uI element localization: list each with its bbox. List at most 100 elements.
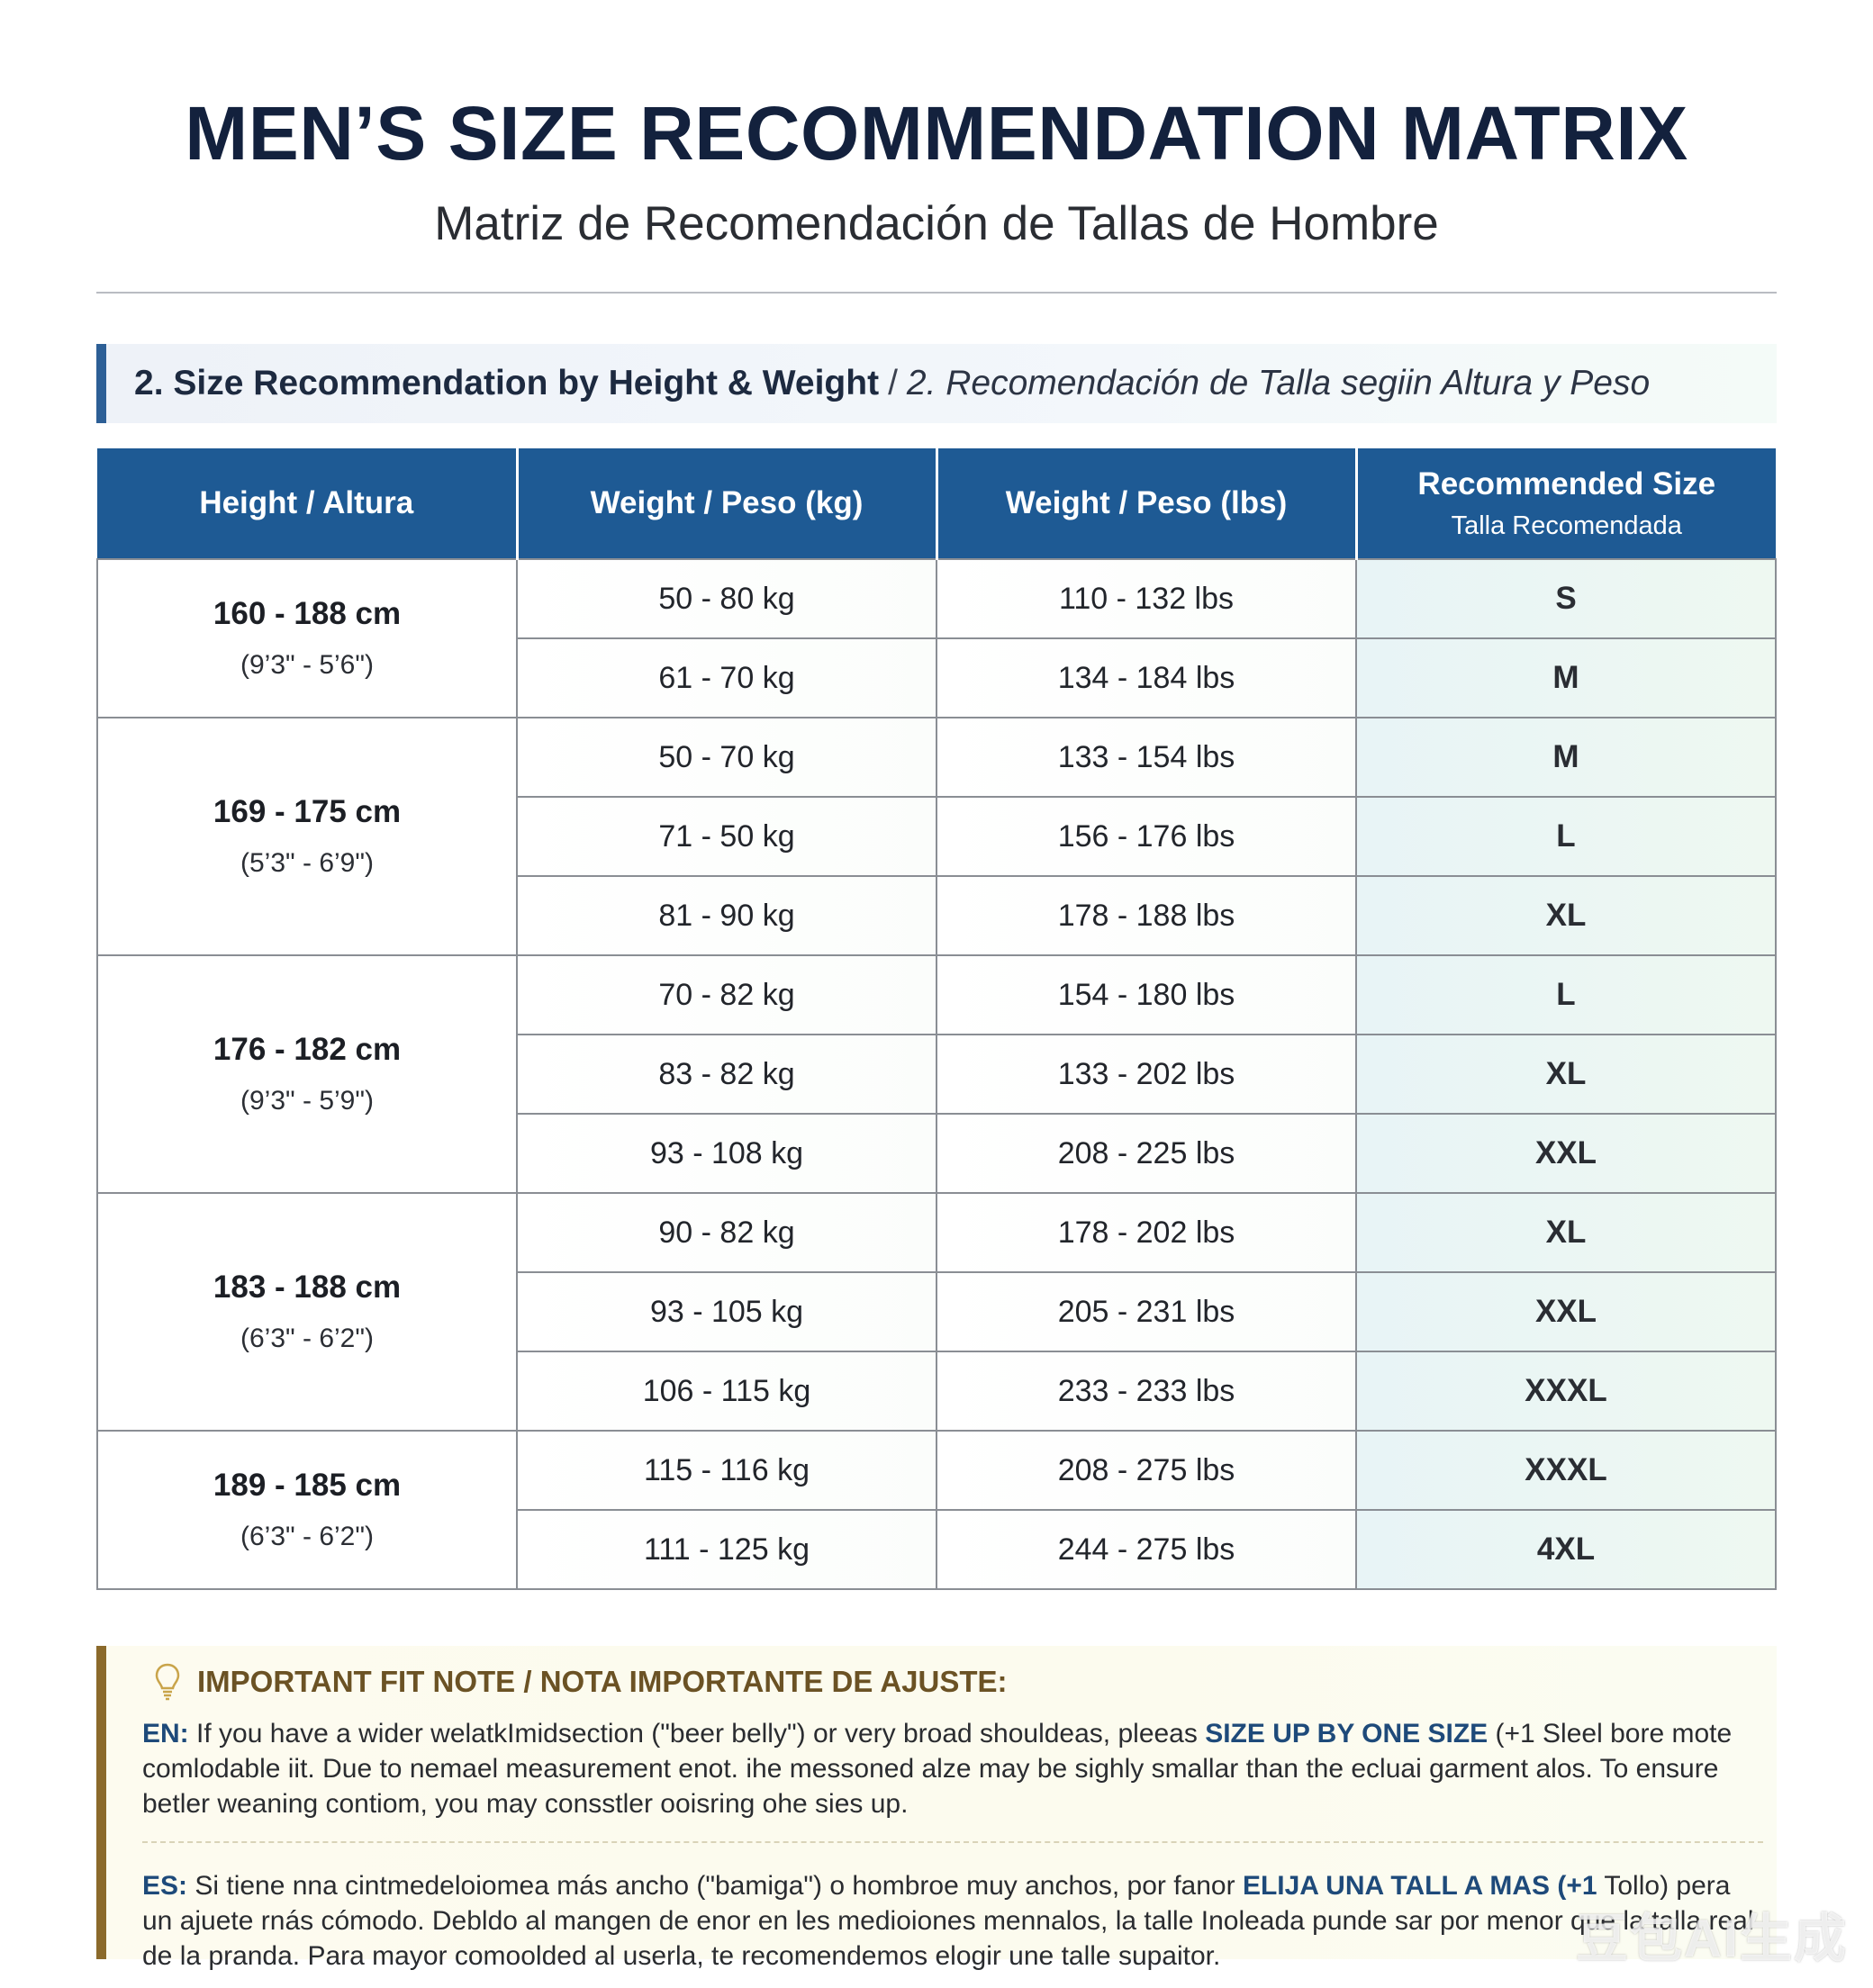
weight-lbs-cell: 178 - 202 lbs [936,1192,1357,1273]
weight-kg-cell: 111 - 125 kg [516,1509,937,1590]
recommended-size-cell: XXL [1355,1271,1777,1352]
table-header-row: Height / Altura Weight / Peso (kg) Weigh… [97,448,1776,559]
header-size-sublabel: Talla Recomendada [1451,511,1682,540]
recommended-size-cell: XL [1355,1034,1777,1115]
recommended-size-cell: 4XL [1355,1509,1777,1590]
height-cell: 176 - 182 cm (9’3" - 5’9") [96,954,518,1194]
section-heading-es: 2. Recomendación de Talla segiin Altura … [906,364,1651,402]
table-row: 169 - 175 cm (5’3" - 6’9") 50 - 70 kg 133 -… [96,717,1777,956]
weight-lbs-cell: 178 - 188 lbs [936,875,1357,956]
header-size-label: Recommended Size [1417,465,1716,502]
table-row: 93 - 108 kg 208 - 225 lbs XXL [97,1113,1777,1194]
title-divider [96,292,1777,294]
weight-lbs-cell: 205 - 231 lbs [936,1271,1357,1352]
recommended-size-cell: M [1355,717,1777,798]
table-row: 71 - 50 kg 156 - 176 lbs L [97,796,1777,877]
weight-kg-cell: 71 - 50 kg [516,796,937,877]
weight-kg-cell: 61 - 70 kg [516,637,937,718]
page-subtitle: Matriz de Recomendación de Tallas de Hom… [434,197,1439,250]
height-ft: (9’3" - 5’9") [240,1086,374,1116]
fit-note-heading-row: IMPORTANT FIT NOTE / NOTA IMPORTANTE DE … [154,1660,1750,1703]
fit-note-es: ES: Si tiene nna cintmedeloiomea más anc… [142,1868,1763,1974]
weight-lbs-cell: 154 - 180 lbs [936,954,1357,1035]
table-row: 106 - 115 kg 233 - 233 lbs XXXL [97,1351,1777,1432]
recommended-size-cell: XXXL [1355,1430,1777,1511]
recommended-size-cell: XXXL [1355,1351,1777,1432]
header-weight-lbs: Weight / Peso (lbs) [936,448,1358,559]
height-cell: 189 - 185 cm (6’3" - 6’2") [96,1430,518,1590]
height-cm: 176 - 182 cm [213,1032,402,1067]
weight-kg-cell: 115 - 116 kg [516,1430,937,1511]
fit-note-en-text-1: If you have a wider welatkImidsection ("… [188,1719,1206,1749]
table-row: 81 - 90 kg 178 - 188 lbs XL [97,875,1777,956]
header-height: Height / Altura [97,448,519,559]
table-row: 160 - 188 cm (9’3" - 5’6") 50 - 80 kg 110 -… [96,558,1777,718]
weight-kg-cell: 50 - 80 kg [516,558,937,639]
fit-note-en-label: EN: [142,1719,189,1749]
fit-note-es-text-1: Si tiene nna cintmedeloiomea más ancho (… [187,1871,1243,1901]
height-ft: (6’3" - 6’2") [240,1522,374,1551]
header-recommended-size: Recommended Size Talla Recomendada [1356,448,1776,559]
page-title: MEN’S SIZE RECOMMENDATION MATRIX [185,91,1688,176]
height-cm: 160 - 188 cm [213,596,402,631]
weight-lbs-cell: 156 - 176 lbs [936,796,1357,877]
weight-lbs-cell: 233 - 233 lbs [936,1351,1357,1432]
weight-lbs-cell: 208 - 275 lbs [936,1430,1357,1511]
table-row: 111 - 125 kg 244 - 275 lbs 4XL [97,1509,1777,1590]
height-cell: 183 - 188 cm (6’3" - 6’2") [96,1192,518,1432]
weight-kg-cell: 81 - 90 kg [516,875,937,956]
height-cell: 169 - 175 cm (5’3" - 6’9") [96,717,518,956]
table-row: 61 - 70 kg 134 - 184 lbs M [97,637,1777,718]
weight-kg-cell: 93 - 108 kg [516,1113,937,1194]
weight-kg-cell: 83 - 82 kg [516,1034,937,1115]
section-heading: 2. Size Recommendation by Height & Weigh… [96,344,1777,423]
table-row: 183 - 188 cm (6’3" - 6’2") 90 - 82 kg 178 -… [96,1192,1777,1432]
height-ft: (9’3" - 5’6") [240,650,374,680]
height-cm: 189 - 185 cm [213,1468,402,1503]
recommended-size-cell: XL [1355,875,1777,956]
weight-lbs-cell: 244 - 275 lbs [936,1509,1357,1590]
fit-note-en: EN: If you have a wider welatkImidsectio… [142,1716,1763,1821]
weight-lbs-cell: 133 - 202 lbs [936,1034,1357,1115]
fit-note: IMPORTANT FIT NOTE / NOTA IMPORTANTE DE … [96,1646,1777,1971]
table-row: 176 - 182 cm (9’3" - 5’9") 70 - 82 kg 154 -… [96,954,1777,1194]
table-row: 189 - 185 cm (6’3" - 6’2") 115 - 116 kg 208… [96,1430,1777,1590]
weight-kg-cell: 106 - 115 kg [516,1351,937,1432]
recommended-size-cell: L [1355,796,1777,877]
fit-note-es-emphasis: ELIJA UNA TALL A MAS (+1 [1242,1871,1597,1901]
recommended-size-cell: XL [1355,1192,1777,1273]
lightbulb-icon [155,1663,180,1701]
weight-lbs-cell: 134 - 184 lbs [936,637,1357,718]
fit-note-en-text-2: (+1 Sleel bore mote comlodable iit. Due … [142,1719,1733,1819]
fit-note-divider [142,1841,1763,1843]
weight-kg-cell: 70 - 82 kg [516,954,937,1035]
height-cell: 160 - 188 cm (9’3" - 5’6") [96,558,518,718]
section-heading-separator: / [888,364,898,402]
weight-lbs-cell: 133 - 154 lbs [936,717,1357,798]
fit-note-en-emphasis: SIZE UP BY ONE SIZE [1205,1719,1488,1749]
recommended-size-cell: S [1355,558,1777,639]
height-cm: 169 - 175 cm [213,794,402,829]
watermark: 豆包AI生成 [1575,1910,1848,1968]
height-ft: (5’3" - 6’9") [240,848,374,878]
recommended-size-cell: M [1355,637,1777,718]
weight-lbs-cell: 208 - 225 lbs [936,1113,1357,1194]
fit-note-es-label: ES: [142,1871,188,1901]
weight-kg-cell: 50 - 70 kg [516,717,937,798]
fit-note-es-text-2: Tollo) pera un ajuete rnás cómodo. Debld… [142,1871,1754,1971]
header-weight-kg: Weight / Peso (kg) [517,448,938,559]
table-row: 93 - 105 kg 205 - 231 lbs XXL [97,1271,1777,1352]
height-cm: 183 - 188 cm [213,1270,402,1305]
recommended-size-cell: L [1355,954,1777,1035]
weight-kg-cell: 93 - 105 kg [516,1271,937,1352]
fit-note-heading: IMPORTANT FIT NOTE / NOTA IMPORTANTE DE … [197,1665,1008,1698]
size-matrix-table: Height / Altura Weight / Peso (kg) Weigh… [96,448,1777,1590]
table-row: 83 - 82 kg 133 - 202 lbs XL [97,1034,1777,1115]
height-ft: (6’3" - 6’2") [240,1324,374,1353]
weight-lbs-cell: 110 - 132 lbs [936,558,1357,639]
recommended-size-cell: XXL [1355,1113,1777,1194]
table-body: 160 - 188 cm (9’3" - 5’6") 50 - 80 kg 110 -… [96,558,1777,1590]
weight-kg-cell: 90 - 82 kg [516,1192,937,1273]
section-heading-en: 2. Size Recommendation by Height & Weigh… [134,364,880,402]
